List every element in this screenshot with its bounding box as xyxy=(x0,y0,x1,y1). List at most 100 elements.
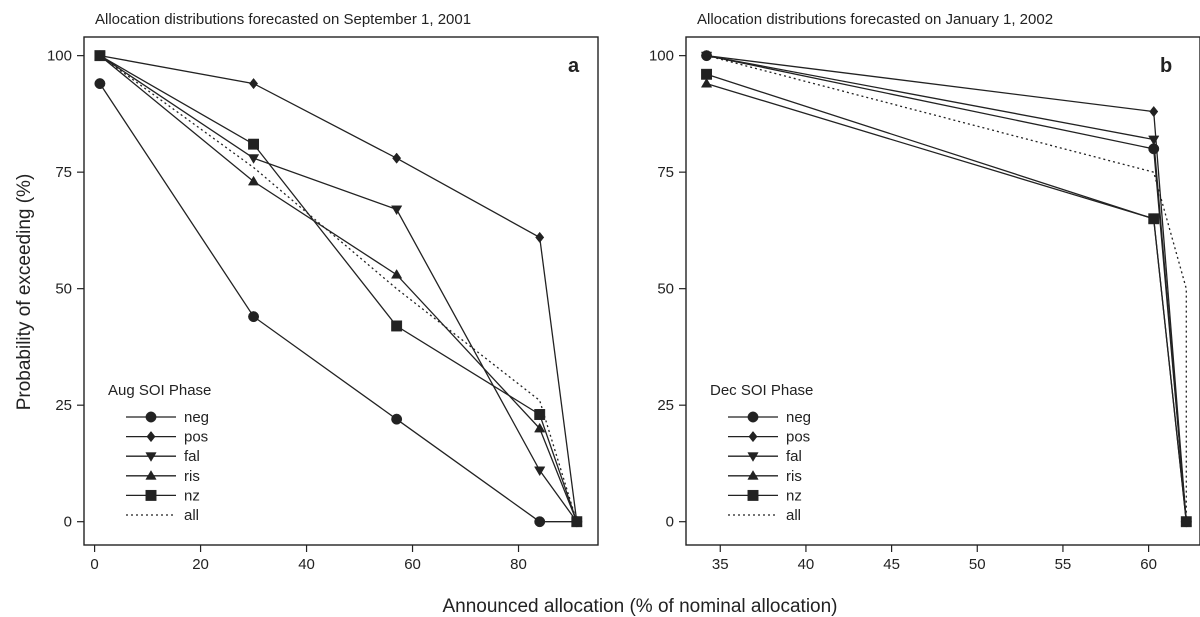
panel-b-series-pos xyxy=(702,50,1191,528)
panel-a-line-pos xyxy=(99,54,578,522)
panel-b-legend-marker-fal xyxy=(747,452,759,462)
panel-a-y-tick-label: 25 xyxy=(55,397,72,414)
panel-b-y-tick-label: 25 xyxy=(657,397,674,414)
panel-b-series-ris xyxy=(700,77,1192,526)
panel-b-chart: Allocation distributions forecasted on J… xyxy=(649,11,1200,573)
panel-b-legend-marker-neg xyxy=(747,411,759,423)
panel-a-legend-label-pos: pos xyxy=(184,429,208,446)
panel-a-y-tick-label: 75 xyxy=(55,164,72,181)
panel-a-y-tick-label: 50 xyxy=(55,281,72,298)
panel-b-x-tick-label: 50 xyxy=(969,556,986,573)
panel-a-legend-label-all: all xyxy=(184,507,199,524)
panel-a-line-fal xyxy=(99,55,578,523)
panel-a-point-fal xyxy=(534,466,546,477)
panel-b-plot-frame xyxy=(685,36,1200,546)
panel-a-point-neg xyxy=(248,311,260,323)
panel-b-point-nz xyxy=(701,68,713,80)
panel-b-legend-label-all: all xyxy=(786,507,801,524)
panel-a-legend-marker-fal xyxy=(145,452,157,462)
panel-a-legend: Aug SOI Phase neg pos fal ris nz all xyxy=(108,382,211,524)
panel-b-legend-label-ris: ris xyxy=(786,468,802,485)
y-axis-label: Probability of exceeding (%) xyxy=(14,174,35,411)
panel-a-series-pos xyxy=(95,50,582,528)
panel-b-series-neg xyxy=(701,50,1192,528)
panel-b-y-tick-label: 50 xyxy=(657,281,674,298)
panel-a-line-nz xyxy=(99,55,578,522)
panel-b-legend: Dec SOI Phase neg pos fal ris nz all xyxy=(710,382,813,524)
panel-a-legend-marker-ris xyxy=(145,470,157,480)
panel-a-y-tick-label: 0 xyxy=(64,514,72,531)
panel-a-series-nz xyxy=(94,50,583,528)
panel-b-point-pos xyxy=(1149,105,1159,118)
panel-a-x-tick-label: 60 xyxy=(404,556,421,573)
panel-a-legend-marker-pos xyxy=(146,430,156,443)
panel-a-point-pos xyxy=(249,78,259,90)
panel-a-letter: a xyxy=(568,55,580,77)
panel-a-point-neg xyxy=(391,413,403,425)
panel-b-legend-marker-pos xyxy=(748,430,758,443)
panel-b-line-all xyxy=(706,54,1187,522)
panel-b-line-fal xyxy=(706,54,1187,522)
panel-b-legend-label-nz: nz xyxy=(786,487,802,504)
panel-b-title: Allocation distributions forecasted on J… xyxy=(697,11,1053,28)
panel-a-chart: Allocation distributions forecasted on S… xyxy=(47,11,599,573)
panel-b-line-pos xyxy=(706,54,1187,522)
panel-a-line-all xyxy=(99,55,578,522)
panel-a-legend-label-fal: fal xyxy=(184,448,200,465)
panel-a-y-tick-label: 100 xyxy=(47,48,72,65)
panel-a-legend-title: Aug SOI Phase xyxy=(108,382,211,399)
panel-a-legend-label-neg: neg xyxy=(184,409,209,426)
panel-b-y-tick-label: 100 xyxy=(649,48,674,65)
panel-a-point-fal xyxy=(247,154,260,164)
panel-a-legend-label-ris: ris xyxy=(184,468,200,485)
panel-a-point-ris xyxy=(247,175,260,186)
panel-b-point-fal xyxy=(1148,135,1160,146)
panel-b-point-ris xyxy=(700,77,713,88)
panel-a-legend-marker-neg xyxy=(145,411,157,423)
panel-b-legend-label-pos: pos xyxy=(786,429,810,446)
panel-b-x-tick-label: 45 xyxy=(883,556,900,573)
panel-a-series-neg xyxy=(94,78,583,528)
panel-b-legend-label-neg: neg xyxy=(786,409,811,426)
panel-b-letter: b xyxy=(1160,55,1172,77)
panel-b-x-tick-label: 60 xyxy=(1140,556,1157,573)
panel-a-plot-frame xyxy=(83,36,599,546)
panel-b-x-tick-label: 35 xyxy=(712,556,729,573)
panel-a-point-pos xyxy=(392,152,402,164)
panel-b-legend-marker-nz xyxy=(747,489,759,501)
panel-a-legend-label-nz: nz xyxy=(184,487,200,504)
panel-a-point-neg xyxy=(534,516,546,528)
panel-b-x-tick-label: 40 xyxy=(798,556,815,573)
panel-a-x-tick-label: 0 xyxy=(90,556,98,573)
panel-b-x-tick-label: 55 xyxy=(1055,556,1072,573)
panel-a-point-pos xyxy=(535,231,545,244)
panel-b-line-neg xyxy=(706,54,1187,522)
panel-a-point-nz xyxy=(391,320,403,332)
panel-a-title: Allocation distributions forecasted on S… xyxy=(95,11,471,28)
panel-a-point-ris xyxy=(534,422,546,433)
panel-a-point-fal xyxy=(391,205,403,216)
panel-a-x-tick-label: 80 xyxy=(510,556,527,573)
panel-a-series-all xyxy=(99,55,578,522)
panel-b-point-fal xyxy=(700,51,713,62)
panel-b-series-nz xyxy=(701,68,1192,528)
panel-b-series-all xyxy=(706,54,1187,522)
panel-b-y-tick-label: 75 xyxy=(657,164,674,181)
panel-a-x-tick-label: 20 xyxy=(192,556,209,573)
panel-b-line-nz xyxy=(706,73,1187,522)
panel-a-point-neg xyxy=(94,78,106,90)
panel-b-legend-label-fal: fal xyxy=(786,448,802,465)
panel-a-point-ris xyxy=(391,268,403,279)
panel-a-point-nz xyxy=(534,409,546,420)
panel-a-x-tick-label: 40 xyxy=(298,556,315,573)
panel-a-series-ris xyxy=(94,49,583,526)
panel-a-point-nz xyxy=(248,138,260,150)
panel-b-y-tick-label: 0 xyxy=(666,514,674,531)
panel-a-legend-marker-nz xyxy=(145,489,157,501)
x-axis-label: Announced allocation (% of nominal alloc… xyxy=(442,596,837,617)
panel-b-legend-title: Dec SOI Phase xyxy=(710,382,813,399)
panel-b-legend-marker-ris xyxy=(747,470,759,480)
panel-b-point-nz xyxy=(1148,213,1160,225)
panel-a-line-ris xyxy=(99,55,578,522)
